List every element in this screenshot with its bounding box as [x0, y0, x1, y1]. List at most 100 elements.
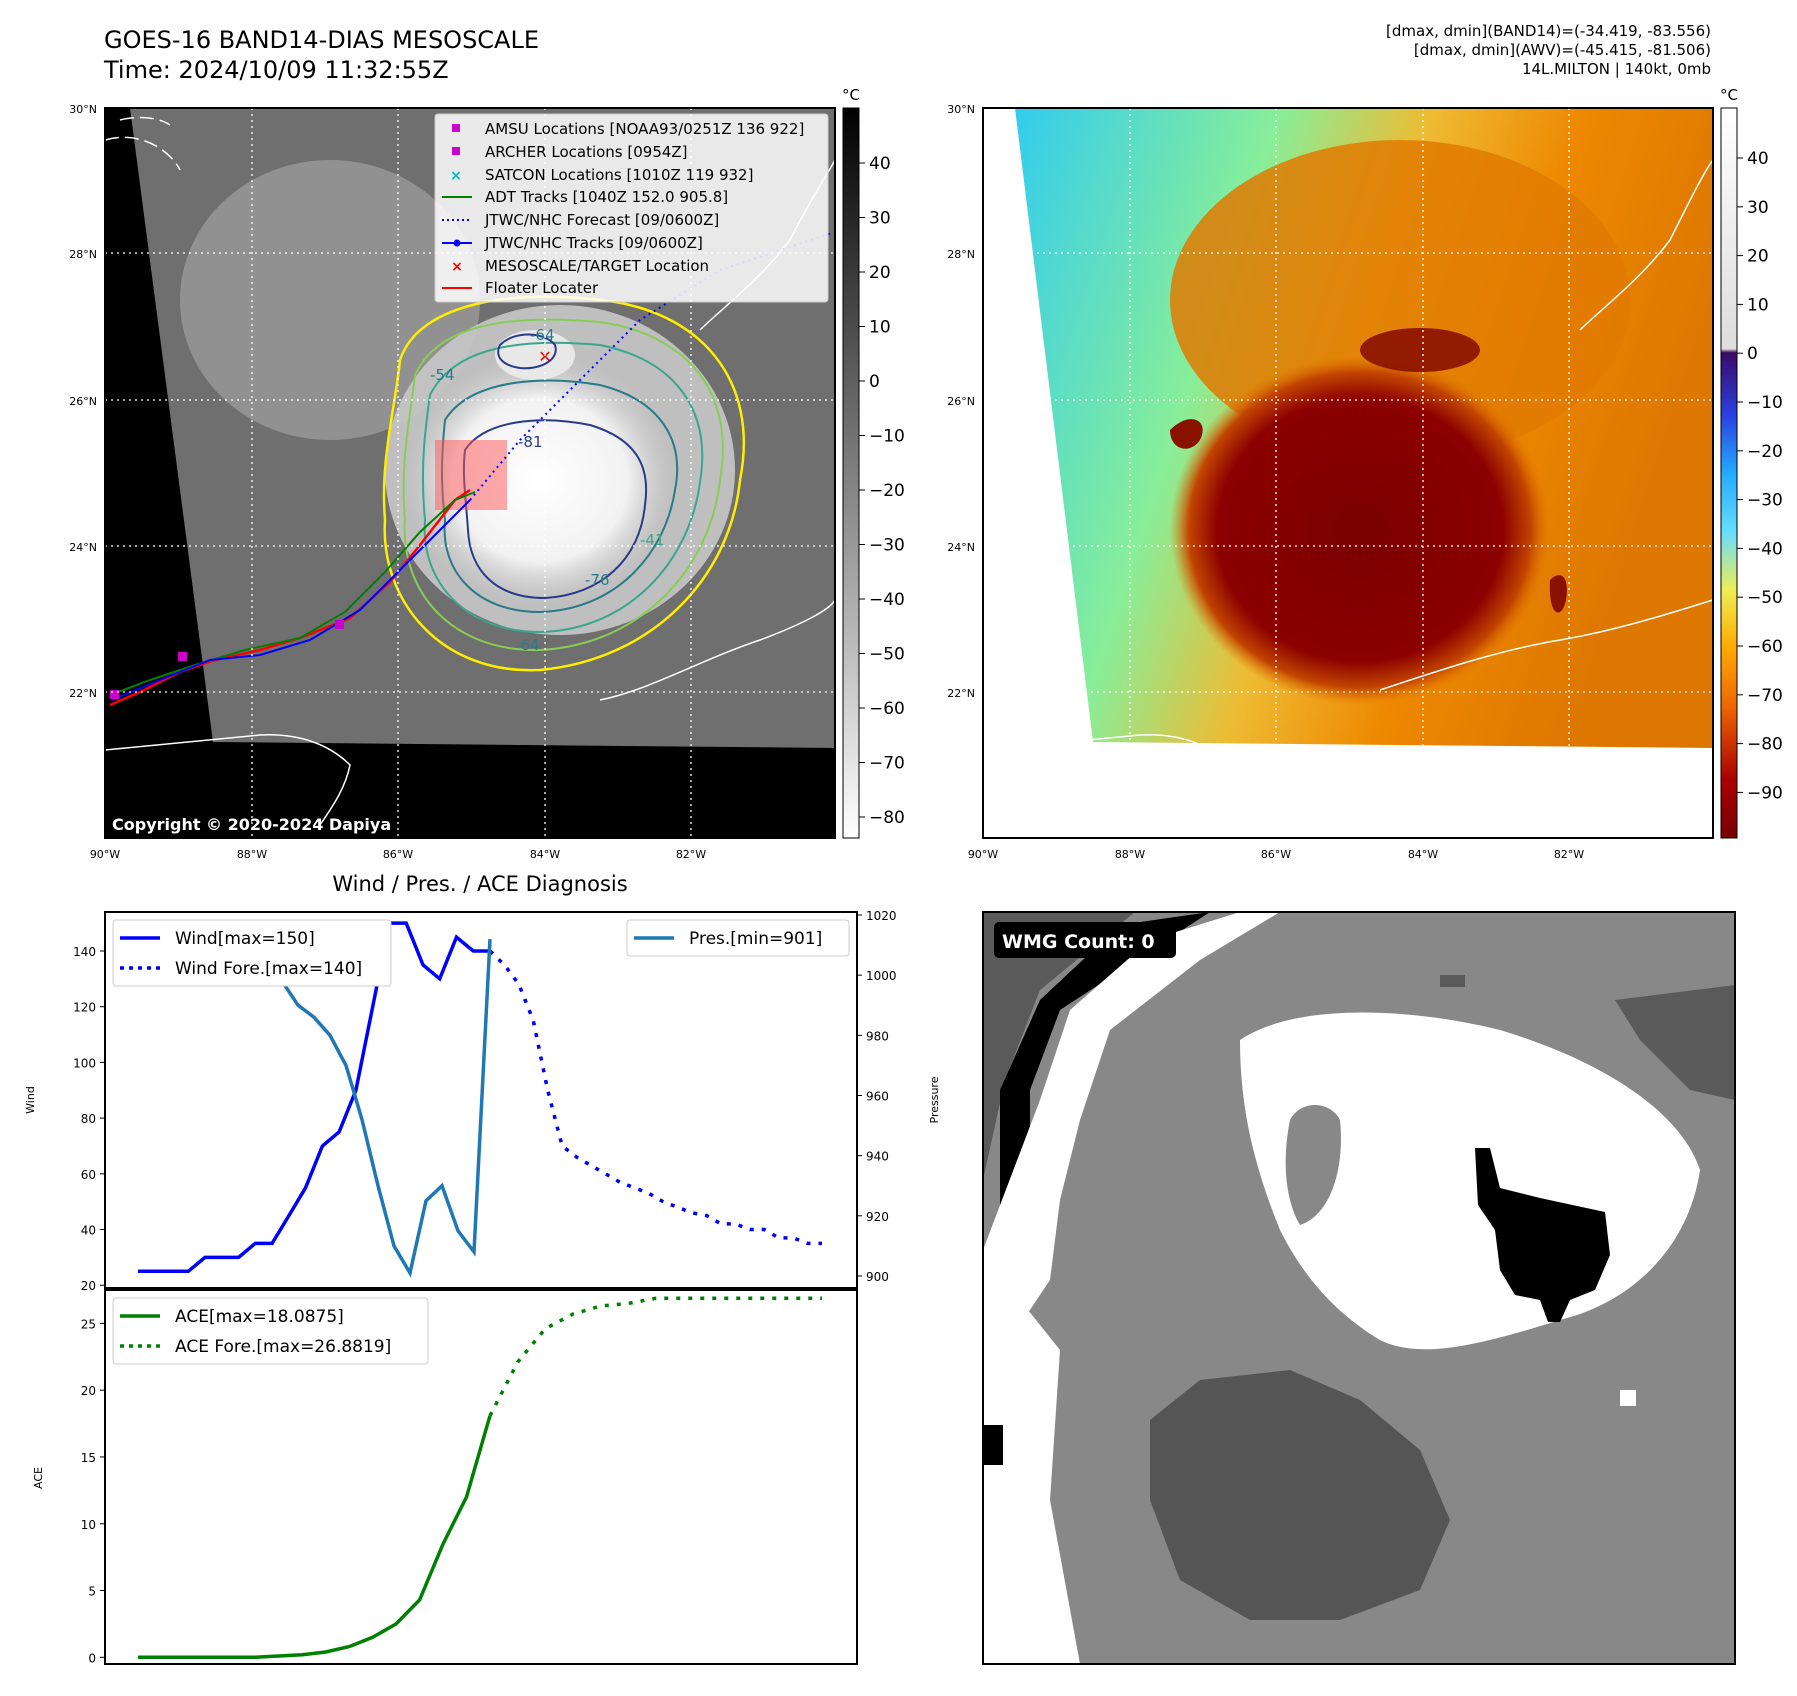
ace-y-tick-label: 25 [81, 1317, 96, 1331]
colorbar-tick-label: 10 [1747, 295, 1769, 315]
archer-legend-icon [452, 147, 460, 155]
lon-tick-label: 88°W [1115, 848, 1145, 861]
pressure-axis-label: Pressure [928, 1076, 941, 1123]
ir-cloud-field [180, 160, 480, 440]
lat-tick-label: 22°N [69, 687, 97, 700]
pressure-legend-box [626, 919, 850, 957]
awv-range: [dmax, dmin](AWV)=(-45.415, -81.506) [1413, 41, 1711, 59]
archer-marker [335, 620, 344, 629]
colorbar-tick-label: −60 [1747, 637, 1783, 657]
contour-label: -81 [518, 433, 543, 451]
pressure-y-tick-label: 920 [866, 1210, 889, 1224]
figure-info: [dmax, dmin](BAND14)=(-34.419, -83.556) … [1386, 22, 1711, 79]
contour-label: -64 [515, 636, 540, 654]
colorbar-tick-label: −60 [869, 699, 905, 719]
lon-tick-label: 88°W [237, 848, 267, 861]
wind-y-ticks: 20 40 60 80 100 120 140 [73, 945, 105, 1293]
wind-pressure-chart: 20 40 60 80 100 120 140 900 920 940 960 980 1000 102… [24, 909, 941, 1293]
colorbar-tick-label: −70 [1747, 686, 1783, 706]
wind-legend-label: Wind[max=150] [175, 929, 315, 949]
tracks-legend-dot [453, 239, 461, 247]
ir-contour-dark-teal [440, 379, 679, 614]
ir-contour-cell [497, 333, 557, 370]
coastline-cuba [599, 599, 835, 701]
pressure-y-tick-label: 1020 [866, 909, 897, 923]
legend-entry: ADT Tracks [1040Z 152.0 905.8] [485, 188, 728, 206]
contour-label: -41 [640, 531, 665, 549]
ir-contour-navy [462, 419, 648, 600]
legend-entry: MESOSCALE/TARGET Location [485, 257, 709, 275]
wv-cold-cell [1170, 419, 1203, 449]
ace-y-tick-label: 15 [81, 1451, 96, 1465]
colorbar-tick-label: −20 [869, 481, 905, 501]
wmg-count-label: WMG Count: 0 [1002, 931, 1155, 953]
lat-tick-label: 26°N [69, 395, 97, 408]
wmg-black-block [983, 1425, 1003, 1465]
jtwc-nhc-track [111, 499, 471, 701]
wmg-white-lower-left [983, 1300, 1080, 1664]
ace-legend-box [112, 1297, 429, 1365]
legend-entry: AMSU Locations [NOAA93/0251Z 136 922] [485, 120, 804, 138]
pressure-legend: Pres.[min=901] [626, 919, 850, 957]
ace-forecast-line [488, 1296, 822, 1417]
adt-track [109, 491, 476, 696]
legend-entry: Floater Locater [485, 279, 599, 297]
ace-legend-label: ACE[max=18.0875] [175, 1307, 344, 1327]
band14-range: [dmax, dmin](BAND14)=(-34.419, -83.556) [1386, 22, 1711, 40]
storm-info: 14L.MILTON | 140kt, 0mb [1521, 60, 1711, 78]
copyright-label: Copyright © 2020-2024 Dapiya [112, 815, 391, 834]
amsu-marker [110, 690, 119, 699]
wv-gridlines [983, 108, 1713, 838]
ir-colorbar [842, 107, 860, 839]
ace-series-group [138, 1296, 822, 1660]
ir-storm-core [405, 355, 675, 605]
wv-colorbar [1720, 107, 1738, 839]
amsu-marker [178, 652, 187, 661]
colorbar-tick-label: −70 [869, 754, 905, 774]
wv-coastline-yucatan [984, 734, 1231, 766]
wmg-dark-region [983, 912, 1135, 1180]
jtwc-nhc-forecast [469, 231, 835, 501]
coastline-gulf-north [105, 116, 181, 171]
wv-cold-cell [1549, 575, 1567, 613]
coastline-yucatan [105, 734, 351, 826]
wmg-white-block [1620, 1390, 1636, 1406]
colorbar-tick-label: 30 [1747, 198, 1769, 218]
lon-tick-label: 86°W [383, 848, 413, 861]
ace-y-tick-label: 5 [88, 1585, 96, 1599]
legend-box [434, 113, 829, 303]
colorbar-tick-label: 20 [1747, 247, 1769, 267]
ir-map-frame [104, 107, 836, 839]
colorbar-tick-label: −80 [869, 808, 905, 828]
wind-y-tick-label: 120 [73, 1001, 96, 1015]
ace-y-tick-label: 0 [88, 1651, 96, 1665]
wv-map-frame [982, 107, 1714, 839]
ace-y-ticks: 0 5 10 15 20 25 [81, 1317, 105, 1665]
legend-entry: JTWC/NHC Forecast [09/0600Z] [484, 211, 719, 229]
colorbar-tick-label: −10 [1747, 393, 1783, 413]
wind-y-tick-label: 100 [73, 1056, 96, 1070]
ir-colorbar-ticks: 40 30 20 10 0 −10 −20 −30 −40 −50 −60 −70 −80 [859, 154, 905, 828]
pressure-y-ticks: 900 920 940 960 980 1000 1020 [857, 909, 897, 1284]
colorbar-tick-label: −40 [1747, 539, 1783, 559]
satcon-legend-icon: × [450, 168, 462, 184]
ace-axis-label: ACE [32, 1467, 45, 1489]
lat-tick-label: 28°N [947, 248, 975, 261]
colorbar-tick-label: 30 [869, 209, 891, 229]
ace-legend: ACE[max=18.0875] ACE Fore.[max=26.8819] [112, 1297, 429, 1365]
colorbar-tick-label: −40 [869, 590, 905, 610]
wv-map-panel: °C 40 30 20 10 0 −10 −20 −30 −40 −50 −60 −70 −80 −90 [982, 86, 1783, 839]
colorbar-tick-label: 20 [869, 263, 891, 283]
wv-coastline-cuba [1379, 599, 1713, 691]
wind-y-tick-label: 20 [81, 1279, 96, 1293]
wind-y-tick-label: 60 [81, 1168, 96, 1182]
legend-entry: SATCON Locations [1010Z 119 932] [485, 166, 753, 184]
lat-tick-label: 22°N [947, 687, 975, 700]
wmg-gray-hole [1285, 1105, 1341, 1225]
figure-time: Time: 2024/10/09 11:32:55Z [104, 56, 449, 84]
lon-tick-label: 90°W [90, 848, 120, 861]
lon-tick-label: 82°W [1554, 848, 1584, 861]
ace-y-tick-label: 20 [81, 1384, 96, 1398]
amsu-legend-icon [452, 124, 460, 132]
pressure-y-tick-label: 940 [866, 1150, 889, 1164]
